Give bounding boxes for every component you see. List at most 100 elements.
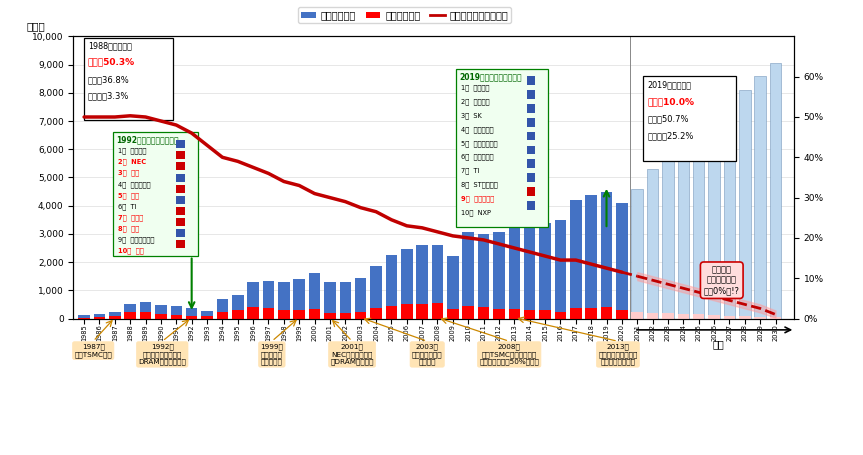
- Bar: [324, 282, 336, 318]
- Bar: [677, 314, 689, 318]
- Bar: [555, 312, 566, 318]
- Bar: [370, 266, 381, 318]
- Bar: [217, 299, 228, 318]
- Text: 8位  三菱: 8位 三菱: [118, 226, 139, 232]
- Bar: [508, 226, 520, 318]
- Bar: [526, 104, 535, 113]
- Bar: [724, 93, 735, 318]
- Bar: [601, 192, 612, 318]
- Bar: [248, 307, 259, 318]
- Bar: [79, 315, 90, 318]
- Bar: [124, 304, 136, 318]
- Text: 7位  富士通: 7位 富士通: [118, 214, 143, 221]
- Bar: [585, 195, 597, 318]
- Text: 5位  日立: 5位 日立: [118, 192, 139, 199]
- Bar: [171, 306, 182, 318]
- Bar: [616, 203, 627, 318]
- Bar: [176, 152, 185, 159]
- Bar: [324, 313, 336, 318]
- Bar: [524, 310, 535, 318]
- Text: 8位  STマイクロ: 8位 STマイクロ: [461, 182, 497, 188]
- Bar: [493, 309, 505, 318]
- Bar: [539, 310, 551, 318]
- Text: 10位  松下: 10位 松下: [118, 248, 143, 254]
- Bar: [647, 313, 658, 318]
- Text: 2019年のシェア: 2019年のシェア: [647, 80, 691, 89]
- Bar: [570, 308, 582, 318]
- Bar: [632, 312, 643, 318]
- Text: 日本：50.3%: 日本：50.3%: [88, 58, 135, 66]
- Bar: [644, 76, 735, 161]
- Bar: [232, 310, 243, 318]
- Bar: [386, 306, 397, 318]
- Bar: [526, 118, 535, 126]
- Bar: [140, 313, 151, 318]
- Bar: [447, 257, 458, 318]
- Bar: [693, 110, 704, 318]
- Text: 2001年
NEC、東芝等各社
がDRAM事業撤退: 2001年 NEC、東芝等各社 がDRAM事業撤退: [331, 344, 374, 365]
- Bar: [94, 314, 105, 318]
- Bar: [709, 315, 720, 318]
- Text: 1987年
台湾TSMC設立: 1987年 台湾TSMC設立: [74, 344, 112, 358]
- Bar: [662, 147, 674, 318]
- Bar: [176, 229, 185, 237]
- Text: 3位  SK: 3位 SK: [461, 112, 482, 119]
- Bar: [526, 173, 535, 182]
- Bar: [526, 159, 535, 168]
- Text: 2008年
台湾TSMCが世界ファウ
ンドリシェアの50%を獲得: 2008年 台湾TSMCが世界ファウ ンドリシェアの50%を獲得: [479, 344, 539, 365]
- Text: 2003年
ルネサステクノ
ロジ設立: 2003年 ルネサステクノ ロジ設立: [412, 344, 443, 365]
- Bar: [186, 308, 198, 318]
- Bar: [677, 135, 689, 318]
- Bar: [386, 255, 397, 318]
- Text: 4位  モトローラ: 4位 モトローラ: [118, 181, 150, 187]
- Bar: [140, 302, 151, 318]
- Text: 米国：50.7%: 米国：50.7%: [647, 115, 689, 124]
- Bar: [456, 69, 548, 227]
- Bar: [94, 317, 105, 318]
- Bar: [463, 306, 474, 318]
- Bar: [416, 304, 428, 318]
- Bar: [662, 313, 674, 318]
- Bar: [526, 76, 535, 85]
- Bar: [176, 196, 185, 204]
- Text: 2013年
エルピーダメモリが
マイクロンに買収: 2013年 エルピーダメモリが マイクロンに買収: [598, 344, 638, 365]
- Bar: [754, 76, 766, 318]
- Bar: [262, 281, 274, 318]
- Bar: [526, 146, 535, 154]
- Text: アジア：3.3%: アジア：3.3%: [88, 91, 129, 101]
- Bar: [339, 282, 351, 318]
- Bar: [176, 207, 185, 215]
- Bar: [647, 169, 658, 318]
- Bar: [478, 233, 489, 318]
- Bar: [616, 310, 627, 318]
- Bar: [186, 315, 198, 318]
- Bar: [176, 162, 185, 171]
- Bar: [109, 312, 121, 318]
- Text: 9位  キオクシア: 9位 キオクシア: [461, 195, 494, 202]
- Text: 6位  TI: 6位 TI: [118, 203, 136, 210]
- Bar: [293, 279, 305, 318]
- Legend: 世界の売上高, 日本の売上高, 日本企業のシェア推移: 世界の売上高, 日本の売上高, 日本企業のシェア推移: [299, 7, 511, 23]
- Text: アジア：25.2%: アジア：25.2%: [647, 131, 694, 140]
- Text: 億ドル: 億ドル: [27, 21, 45, 31]
- Bar: [155, 314, 167, 318]
- Text: 1988年のシェア: 1988年のシェア: [88, 41, 132, 51]
- Bar: [526, 132, 535, 141]
- Text: 4位  マイクロン: 4位 マイクロン: [461, 126, 493, 133]
- Text: 1位  インテル: 1位 インテル: [118, 147, 147, 154]
- Text: 米国：36.8%: 米国：36.8%: [88, 76, 129, 84]
- Bar: [432, 303, 444, 318]
- Bar: [401, 249, 413, 318]
- Bar: [447, 309, 458, 318]
- Bar: [278, 310, 290, 318]
- Text: 1992年
韓国サムスン電子が
DRAMシェア第１位: 1992年 韓国サムスン電子が DRAMシェア第１位: [138, 344, 186, 365]
- Bar: [770, 317, 781, 318]
- Text: 5位  ブロードコム: 5位 ブロードコム: [461, 140, 497, 147]
- Bar: [539, 222, 551, 318]
- Bar: [176, 185, 185, 192]
- Bar: [585, 308, 597, 318]
- Bar: [155, 305, 167, 318]
- Bar: [309, 273, 320, 318]
- Bar: [176, 174, 185, 182]
- Bar: [739, 90, 751, 318]
